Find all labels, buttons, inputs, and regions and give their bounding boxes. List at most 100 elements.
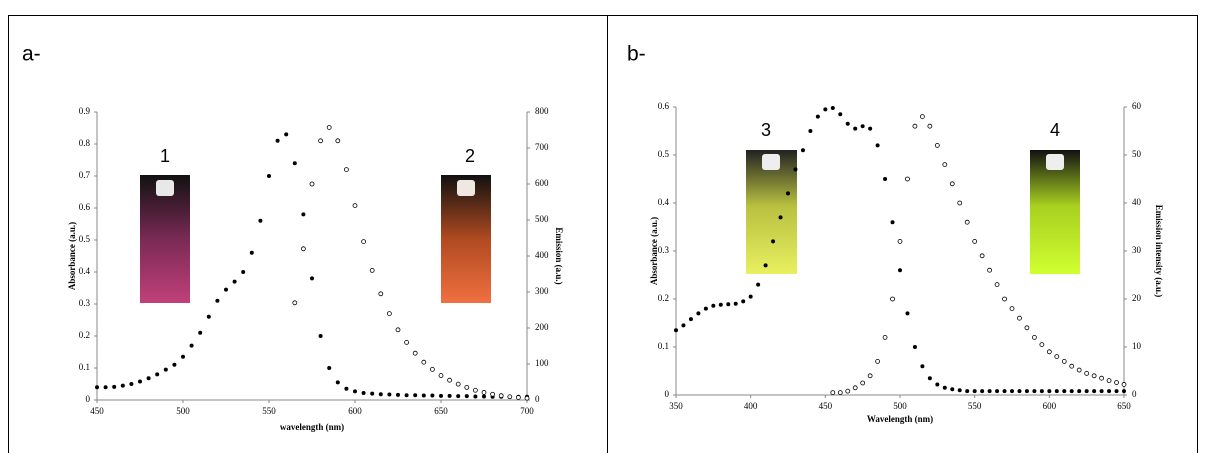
data-point [361,239,367,245]
data-point [189,343,194,348]
data-point [310,276,314,281]
data-point [1032,389,1037,394]
data-point [957,388,962,393]
data-point [327,366,332,370]
x-tick-label: 600 [348,406,362,416]
data-point [703,306,708,311]
data-point [979,253,985,259]
data-point [726,302,731,307]
data-point [1069,363,1075,369]
data-point [867,373,873,379]
annotation: 4 [1050,120,1060,140]
photos [140,150,1080,303]
panel-label: b- [627,43,646,66]
data-point [845,121,850,126]
data-point [994,282,1000,288]
data-point [447,377,453,383]
data-point [912,123,918,129]
data-point [800,148,805,153]
data-point [898,268,902,273]
data-point [206,314,211,319]
data-point [524,395,530,401]
data-point [353,389,357,394]
data-point [430,393,435,398]
data-point [112,384,117,389]
data-point [987,389,992,394]
data-point [957,200,963,206]
data-point [905,311,910,316]
data-point [890,220,895,225]
data-point [198,330,203,335]
data-point [786,191,790,196]
data-point [868,126,873,131]
data-point [1084,370,1090,376]
data-point [318,138,324,144]
x-tick-label: 350 [669,401,683,411]
panel-label: a- [22,43,41,66]
data-point [439,393,443,398]
y-tick-label: 0.4 [79,266,91,276]
data-point [1024,325,1030,331]
x-tick-label: 500 [893,401,907,411]
data-point [1062,389,1067,394]
y-tick-label: 0.1 [658,341,669,351]
y2-tick-label: 0 [1132,389,1137,399]
data-point [1017,315,1022,321]
data-point [1099,375,1104,381]
annotation: 3 [761,120,771,140]
data-point [120,383,125,388]
data-point [386,311,392,317]
data-point [733,301,738,306]
data-point [882,334,888,340]
photo [441,175,491,303]
data-point [1122,389,1126,394]
data-point [395,327,401,333]
data-point [778,215,783,220]
data-point [1114,389,1119,394]
data-point [447,393,452,398]
data-point [1076,367,1082,373]
x-tick-label: 700 [520,406,534,416]
y2-tick-label: 800 [535,106,549,116]
photo-cap [156,180,174,196]
data-point [1046,349,1052,355]
data-point [129,382,134,386]
data-point [920,114,925,119]
data-point [905,176,910,182]
data-point [748,294,753,299]
data-point [756,282,761,287]
data-point [830,105,835,110]
data-point [370,391,375,396]
data-point [103,385,108,390]
data-point [823,107,828,112]
data-point [838,112,843,117]
data-point [1092,389,1097,394]
x-tick-label: 450 [90,406,104,416]
y-tick-label: 0.7 [79,170,91,180]
y2-tick-label: 40 [1132,197,1142,207]
data-point [935,382,940,387]
y2-tick-label: 60 [1132,101,1142,111]
y2-axis-title: Emission intensity (a.u.) [1154,205,1164,298]
photo-cap [1046,154,1064,170]
y2-tick-label: 30 [1132,245,1142,255]
data-point [987,267,992,273]
photo [1030,150,1080,274]
data-point [1077,389,1082,394]
x-tick-label: 550 [262,406,276,416]
photo-cap [762,154,780,170]
data-point [301,212,306,217]
x-tick-label: 650 [1117,401,1131,411]
data-point [1061,358,1067,364]
data-point [181,354,185,359]
y-tick-label: 0.6 [79,202,91,212]
y-tick-label: 0.8 [79,138,91,148]
data-point [326,125,332,130]
data-point [404,393,409,398]
data-point [718,302,723,307]
x-tick-label: 550 [968,401,982,411]
y-tick-label: 0 [86,394,91,404]
data-point [490,391,496,397]
data-point [1107,389,1112,394]
x-axis-title: wavelength (nm) [280,422,344,432]
